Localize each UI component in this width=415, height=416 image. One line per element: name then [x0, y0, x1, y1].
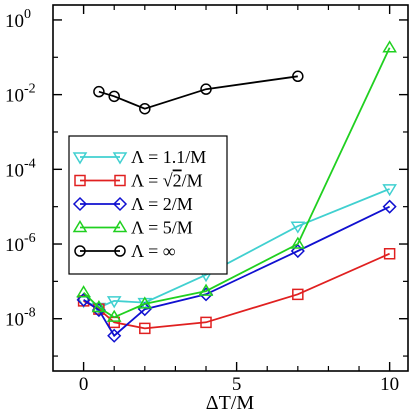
data-point	[290, 221, 306, 234]
legend-marker	[114, 245, 126, 257]
legend-label: Λ = ∞	[131, 241, 176, 261]
data-point	[200, 83, 212, 95]
y-tick-base: 10	[5, 160, 24, 181]
series-line	[83, 205, 390, 338]
data-point	[76, 292, 91, 307]
y-tick-exponent: -8	[24, 306, 36, 321]
sqrt-argument: 2	[173, 171, 182, 191]
data-point	[139, 102, 151, 115]
legend-marker	[74, 174, 86, 187]
data-point	[137, 296, 153, 309]
legend-marker	[72, 220, 88, 233]
legend-text: Λ = ∞	[131, 241, 176, 261]
data-point	[382, 199, 397, 214]
series-3	[76, 40, 397, 322]
data-point	[107, 328, 122, 343]
data-point	[200, 316, 212, 329]
legend-marker	[112, 152, 128, 165]
y-tick-base: 10	[5, 310, 24, 331]
legend-marker	[72, 152, 88, 165]
legend-entry: Λ = 5/M	[72, 218, 193, 238]
legend-text: Λ = 5/M	[131, 218, 193, 238]
data-point	[382, 40, 397, 53]
legend-marker	[74, 245, 86, 257]
data-point	[106, 296, 122, 309]
legend-label: Λ = 1.1/M	[131, 147, 206, 167]
y-tick-exponent: 0	[24, 7, 31, 22]
legend-text: Λ = 1.1/M	[131, 147, 206, 167]
y-tick-label: 10-8	[5, 306, 36, 331]
legend-label: Λ = 2/M	[131, 194, 193, 214]
data-point	[290, 236, 306, 249]
y-tick-exponent: -4	[24, 156, 36, 171]
x-tick-label: 0	[79, 374, 89, 395]
legend-marker	[72, 196, 88, 212]
x-axis-label: ΔT/M	[206, 392, 255, 414]
data-point	[198, 283, 214, 296]
legend: Λ = 1.1/MΛ = √2/MΛ = 2/MΛ = 5/MΛ = ∞	[68, 135, 228, 275]
data-point	[76, 285, 91, 298]
y-tick-base: 10	[5, 11, 24, 32]
series-4	[93, 70, 304, 115]
plot-frame	[52, 4, 409, 372]
series-line	[82, 47, 391, 319]
sqrt-sign: √	[163, 171, 173, 191]
y-tick-exponent: -6	[24, 231, 36, 246]
data-point	[292, 288, 304, 301]
legend-text: Λ = 2/M	[131, 194, 193, 214]
legend-marker	[112, 196, 128, 212]
data-point	[93, 85, 105, 98]
y-tick-base: 10	[5, 235, 24, 256]
series-line	[98, 75, 298, 110]
y-tick-label: 10-2	[5, 82, 36, 107]
y-tick-exponent: -2	[24, 82, 36, 97]
legend-label: Λ = √2/M	[131, 171, 203, 191]
y-tick-base: 10	[5, 86, 24, 107]
data-point	[382, 184, 397, 197]
legend-text: Λ =	[131, 171, 163, 191]
legend-label: Λ = 5/M	[131, 218, 193, 238]
data-point	[139, 322, 151, 335]
y-tick-label: 10-4	[5, 156, 36, 181]
x-tick-label: 10	[380, 374, 399, 395]
legend-marker	[114, 174, 126, 187]
legend-entry: Λ = 2/M	[72, 194, 193, 214]
data-point	[108, 90, 120, 103]
data-point	[290, 243, 305, 259]
legend-text-suffix: /M	[182, 171, 203, 191]
legend-entry: Λ = 1.1/M	[72, 147, 206, 167]
legend-entry: Λ = ∞	[74, 241, 176, 261]
x-tick-label: 5	[232, 374, 242, 395]
series-layer	[76, 40, 397, 343]
legend-marker	[112, 220, 128, 233]
y-tick-label: 10-6	[5, 231, 36, 256]
data-point	[106, 309, 122, 322]
data-point	[292, 70, 304, 83]
y-tick-label: 100	[5, 7, 31, 32]
data-point	[91, 300, 107, 313]
data-point	[383, 247, 396, 260]
legend-entry: Λ = √2/M	[74, 171, 203, 191]
